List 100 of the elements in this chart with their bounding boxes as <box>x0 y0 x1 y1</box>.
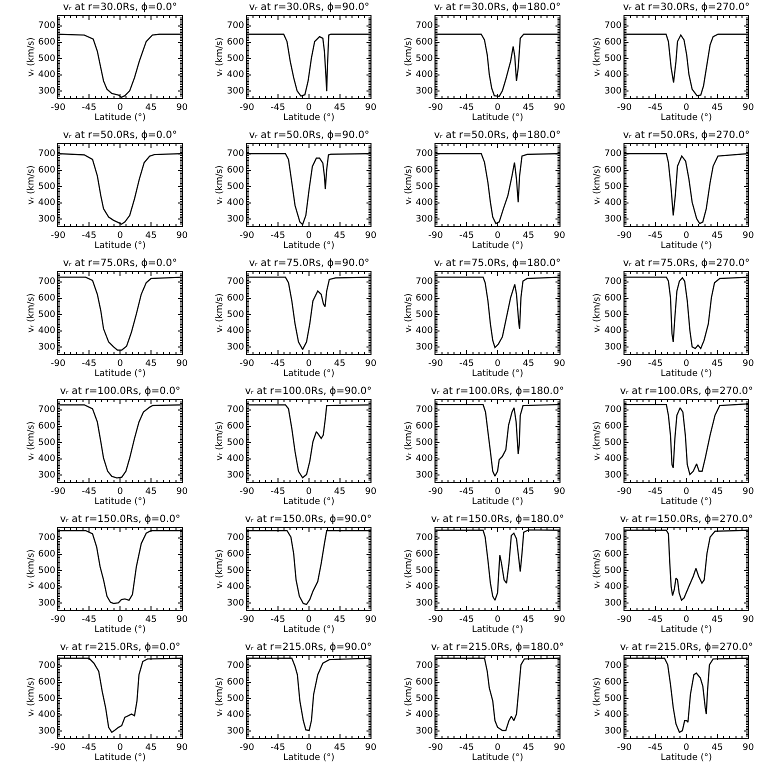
x-tick-label: 0 <box>117 102 124 113</box>
x-tick-label: 90 <box>365 486 377 497</box>
x-tick-label: 45 <box>334 742 346 753</box>
y-tick-label: 700 <box>604 149 622 160</box>
x-tick-label: 0 <box>117 614 124 625</box>
chart-title: vᵣ at r=75.0Rs, ϕ=180.0° <box>434 258 561 269</box>
x-tick-label: 90 <box>742 614 754 625</box>
x-tick-label: 90 <box>742 358 754 369</box>
y-tick-label: 300 <box>604 342 622 352</box>
y-tick-label: 600 <box>604 38 622 48</box>
y-tick-label: 500 <box>416 54 434 64</box>
y-tick-label: 300 <box>416 214 434 224</box>
y-tick-label: 400 <box>226 326 244 336</box>
x-tick-label: 0 <box>683 742 690 753</box>
y-tick-label: 300 <box>38 726 56 736</box>
x-tick-label: 45 <box>712 486 723 497</box>
y-tick-label: 400 <box>38 326 56 336</box>
x-tick-label: -90 <box>50 614 66 625</box>
y-tick-label: 700 <box>38 533 56 544</box>
y-tick-label: 400 <box>416 582 434 592</box>
x-tick-label: 90 <box>176 102 188 113</box>
x-tick-label: -90 <box>50 102 66 113</box>
x-tick-label: -90 <box>617 230 632 241</box>
y-tick-label: 400 <box>38 710 56 720</box>
x-tick-label: 0 <box>494 358 501 369</box>
chart-title: vᵣ at r=30.0Rs, ϕ=270.0° <box>623 2 750 13</box>
chart-title: vᵣ at r=30.0Rs, ϕ=0.0° <box>63 2 178 13</box>
y-axis-title: vᵣ (km/s) <box>215 293 226 333</box>
chart-title: vᵣ at r=150.0Rs, ϕ=0.0° <box>60 514 180 525</box>
x-tick-label: -90 <box>428 614 444 625</box>
y-tick-label: 500 <box>604 566 622 576</box>
x-tick-label: 0 <box>683 230 690 241</box>
x-tick-label: 90 <box>554 614 566 625</box>
x-tick-label: -45 <box>648 486 663 497</box>
y-tick-label: 600 <box>226 550 244 560</box>
x-tick-label: -90 <box>617 486 632 497</box>
chart-title: vᵣ at r=100.0Rs, ϕ=180.0° <box>431 386 564 397</box>
x-tick-label: -45 <box>82 102 96 113</box>
x-axis-title: Latitude (°) <box>283 752 335 763</box>
y-axis-title: vᵣ (km/s) <box>404 37 414 77</box>
x-axis-title: Latitude (°) <box>283 368 335 379</box>
chart-title: vᵣ at r=75.0Rs, ϕ=270.0° <box>623 258 750 269</box>
x-tick-label: -45 <box>270 230 286 241</box>
y-tick-label: 700 <box>226 277 244 288</box>
y-tick-label: 400 <box>38 70 56 80</box>
y-tick-label: 500 <box>416 310 434 320</box>
x-tick-label: -45 <box>82 742 96 753</box>
y-tick-label: 400 <box>226 70 244 80</box>
y-tick-label: 500 <box>38 438 56 448</box>
y-axis-title: vᵣ (km/s) <box>404 165 414 205</box>
chart-title: vᵣ at r=50.0Rs, ϕ=270.0° <box>623 130 750 141</box>
x-tick-label: -90 <box>240 486 254 497</box>
y-axis-title: vᵣ (km/s) <box>215 549 226 589</box>
x-axis-title: Latitude (°) <box>94 368 146 379</box>
x-tick-label: -45 <box>459 230 474 241</box>
chart-title: vᵣ at r=75.0Rs, ϕ=0.0° <box>63 258 178 269</box>
x-tick-label: 45 <box>145 614 157 625</box>
y-axis-title: vᵣ (km/s) <box>404 421 414 461</box>
y-tick-label: 300 <box>226 726 244 736</box>
x-tick-label: 90 <box>742 486 754 497</box>
y-axis-title: vᵣ (km/s) <box>592 421 603 461</box>
x-tick-label: 0 <box>306 358 312 369</box>
x-axis-title: Latitude (°) <box>94 496 146 507</box>
x-tick-label: -45 <box>459 102 474 113</box>
y-tick-label: 700 <box>604 533 622 544</box>
x-tick-label: 90 <box>742 742 754 753</box>
chart-title: vᵣ at r=150.0Rs, ϕ=90.0° <box>245 514 372 525</box>
y-tick-label: 500 <box>38 566 56 576</box>
y-tick-label: 300 <box>416 470 434 480</box>
x-tick-label: -45 <box>648 102 663 113</box>
x-tick-label: -90 <box>240 614 254 625</box>
x-tick-label: 90 <box>176 230 188 241</box>
chart-title: vᵣ at r=50.0Rs, ϕ=90.0° <box>249 130 370 141</box>
x-axis-title: Latitude (°) <box>94 240 146 251</box>
x-tick-label: 90 <box>176 486 188 497</box>
x-tick-label: -45 <box>82 614 96 625</box>
x-tick-label: -90 <box>617 742 632 753</box>
y-tick-label: 600 <box>604 678 622 688</box>
x-tick-label: -90 <box>428 742 444 753</box>
y-tick-label: 700 <box>38 277 56 288</box>
y-tick-label: 300 <box>416 726 434 736</box>
chart-title: vᵣ at r=215.0Rs, ϕ=270.0° <box>620 642 754 653</box>
x-axis-title: Latitude (°) <box>660 368 712 379</box>
x-tick-label: 0 <box>494 486 501 497</box>
x-tick-label: 0 <box>683 614 690 625</box>
y-tick-label: 600 <box>38 294 56 304</box>
x-tick-label: 90 <box>554 486 566 497</box>
x-tick-label: 90 <box>176 742 188 753</box>
x-tick-label: -45 <box>459 358 474 369</box>
y-axis-title: vᵣ (km/s) <box>26 165 36 205</box>
y-tick-label: 400 <box>226 454 244 464</box>
x-tick-label: -45 <box>82 358 96 369</box>
y-tick-label: 700 <box>416 405 434 416</box>
x-tick-label: 90 <box>554 102 566 113</box>
y-tick-label: 300 <box>38 86 56 96</box>
x-tick-label: 45 <box>522 614 534 625</box>
x-axis-title: Latitude (°) <box>94 624 146 635</box>
x-tick-label: 45 <box>712 358 723 369</box>
x-tick-label: -45 <box>648 614 663 625</box>
y-tick-label: 700 <box>604 277 622 288</box>
